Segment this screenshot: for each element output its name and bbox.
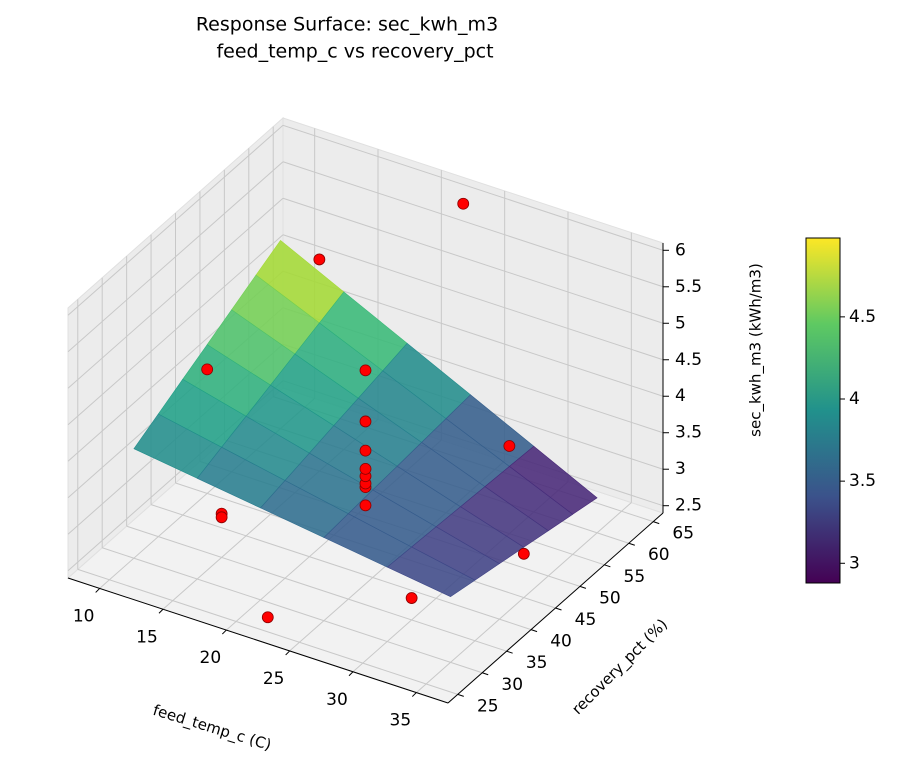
x-tick-label: 20 [200,648,222,668]
surface-patch [386,546,476,598]
y-tick-label: 25 [477,696,499,716]
chart-title: Response Surface: sec_kwh_m3 [196,14,498,36]
z-tick-label: 5.5 [675,277,702,297]
y-tick [579,585,587,589]
x-tick [158,608,164,614]
grid-line [67,161,284,353]
y-tick [506,650,513,654]
grid-line [67,197,284,389]
plot-area: 1015202530352530354045505560652.533.544.… [67,116,766,755]
data-point [313,253,326,266]
y-tick-label: 45 [575,610,597,630]
data-point [359,499,372,512]
chart-subtitle: feed_temp_c vs recovery_pct [216,41,493,63]
grid-line [282,234,664,361]
z-axis-label: sec_kwh_m3 (kWh/m3) [747,263,766,437]
grid-line [282,161,664,288]
x-tick [348,671,354,677]
data-point [359,444,372,457]
y-tick [457,693,464,697]
colorbar-tick-label: 4 [849,389,860,409]
grid-line [67,234,284,426]
z-tick-label: 5 [675,313,686,333]
data-point [457,197,470,210]
colorbar-tick-label: 3 [849,553,860,573]
grid-line [282,124,664,251]
y-tick-label: 60 [648,545,670,565]
grid-line [150,504,532,631]
data-point [359,415,372,428]
x-tick [95,588,101,593]
z-tick-label: 3.5 [675,423,702,443]
y-tick-label: 55 [624,567,646,587]
x-tick-label: 15 [136,627,158,647]
y-tick [555,607,562,611]
y-tick [628,542,635,546]
x-tick [411,692,417,697]
z-tick-label: 6 [675,240,686,260]
grid-line [67,124,284,316]
data-point [503,440,516,452]
y-tick [530,629,538,633]
x-tick [285,650,291,656]
data-point [359,462,372,475]
data-point [405,592,418,604]
y-axis-label: recovery_pct (%) [568,615,672,719]
y-tick [653,521,660,525]
y-tick-label: 65 [672,524,694,544]
y-tick-label: 40 [550,632,572,652]
y-tick-label: 50 [599,588,621,608]
axis-line [67,577,449,704]
z-tick-label: 4.5 [675,350,702,370]
colorbar-tick-label: 3.5 [849,471,876,491]
z-tick-label: 2.5 [675,496,702,516]
x-tick [221,629,227,635]
y-tick-label: 35 [526,653,548,673]
y-tick [482,672,489,676]
x-tick-label: 10 [73,606,95,626]
y-tick [604,564,611,568]
data-point [359,364,372,377]
z-tick-label: 4 [675,386,686,406]
grid-line [77,568,458,695]
x-tick-label: 30 [326,690,348,710]
data-point [517,547,530,560]
colorbar-tick-label: 4.5 [849,307,876,327]
grid-line [282,197,664,324]
colorbar [805,237,841,584]
grid-line [126,525,507,652]
grid-line [102,547,483,674]
x-axis-label: feed_temp_c (C) [151,701,274,755]
z-tick-label: 3 [675,459,686,479]
x-tick-label: 35 [390,711,412,731]
x-tick-label: 25 [263,669,285,689]
data-point [215,511,228,524]
data-point [201,363,214,376]
data-point [261,611,274,624]
grid-line [282,270,664,397]
y-tick-label: 30 [501,675,523,695]
